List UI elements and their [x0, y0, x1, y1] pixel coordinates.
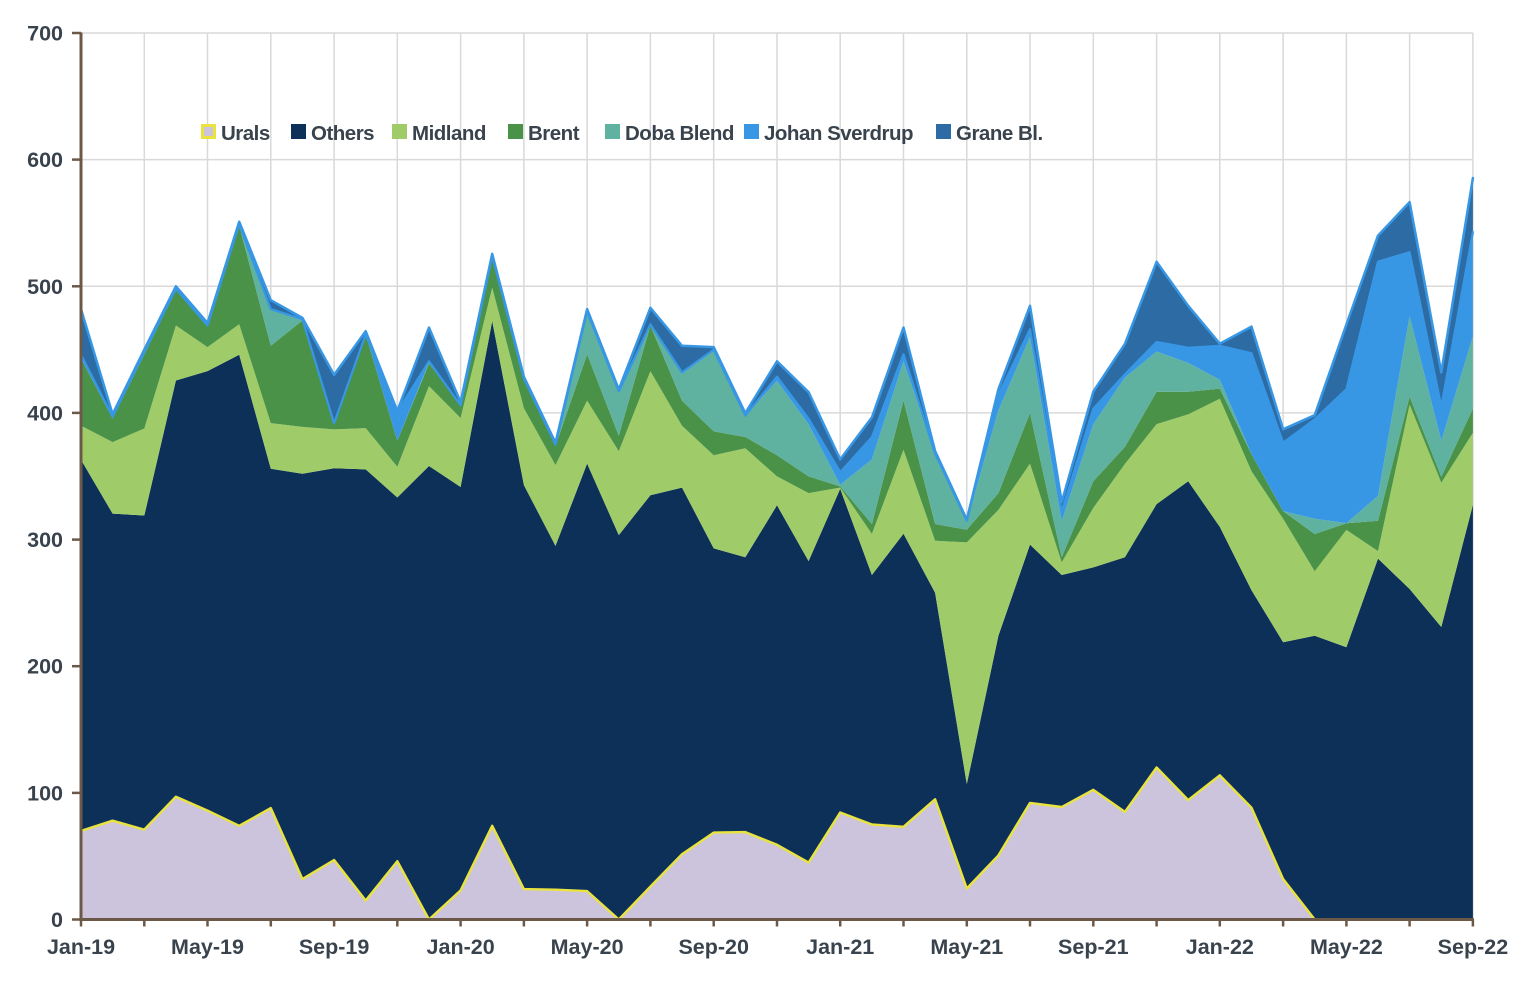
svg-text:Others: Others — [311, 122, 374, 145]
svg-text:Sep-22: Sep-22 — [1438, 935, 1509, 959]
svg-text:May-22: May-22 — [1310, 935, 1383, 959]
svg-text:Brent: Brent — [528, 122, 580, 145]
svg-text:Urals: Urals — [221, 122, 270, 145]
svg-text:May-21: May-21 — [930, 935, 1003, 959]
svg-text:Jan-22: Jan-22 — [1186, 935, 1254, 959]
svg-text:Sep-19: Sep-19 — [299, 935, 370, 959]
svg-text:Midland: Midland — [412, 122, 486, 145]
svg-text:0: 0 — [51, 908, 63, 932]
svg-text:Jan-21: Jan-21 — [806, 935, 874, 959]
svg-text:100: 100 — [27, 781, 63, 805]
svg-text:May-20: May-20 — [551, 935, 624, 959]
svg-text:300: 300 — [27, 528, 63, 552]
svg-text:Doba Blend: Doba Blend — [625, 122, 734, 145]
svg-text:500: 500 — [27, 275, 63, 299]
svg-text:Jan-20: Jan-20 — [427, 935, 495, 959]
svg-text:Grane Bl.: Grane Bl. — [956, 122, 1043, 145]
svg-text:700: 700 — [27, 22, 63, 46]
svg-text:May-19: May-19 — [171, 935, 244, 959]
svg-text:Jan-19: Jan-19 — [47, 935, 115, 959]
svg-text:Johan Sverdrup: Johan Sverdrup — [764, 122, 913, 145]
svg-text:600: 600 — [27, 148, 63, 172]
svg-text:Sep-20: Sep-20 — [678, 935, 749, 959]
svg-text:400: 400 — [27, 401, 63, 425]
svg-text:Sep-21: Sep-21 — [1058, 935, 1129, 959]
svg-text:200: 200 — [27, 655, 63, 679]
